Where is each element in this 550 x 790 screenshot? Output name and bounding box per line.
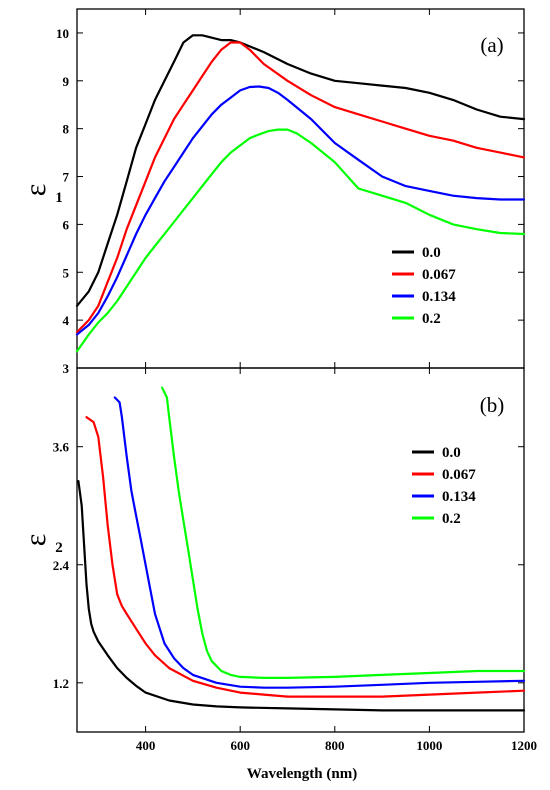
series-line — [161, 386, 526, 679]
series-line — [75, 34, 526, 307]
panel-b: 1.2 2.4 3.6 400 600 800 1000 1200 0.0 0.067 0.134 0… — [19, 367, 537, 753]
legend-label: 0.0 — [442, 445, 461, 461]
panel-label: (b) — [480, 393, 505, 417]
y-tick-label: 7 — [63, 170, 70, 185]
y-tick-label: 3.6 — [53, 440, 70, 455]
y-tick-label: 3 — [63, 361, 70, 376]
series-line — [85, 416, 526, 698]
y-axis-symbol: ε — [19, 534, 52, 547]
series-line — [75, 85, 526, 336]
y-tick-label: 5 — [63, 265, 70, 280]
x-tick-label: 1200 — [511, 738, 537, 753]
y-axis-symbol: ε — [19, 184, 52, 197]
x-tick-label: 800 — [325, 738, 345, 753]
plot-frame — [76, 367, 525, 733]
y-tick-label: 1.2 — [53, 676, 69, 691]
panel-a: 3 4 5 6 7 8 9 10 0.0 0.067 0.134 0.2 (a) ε 1 — [19, 8, 526, 376]
x-axis-title: Wavelength (nm) — [247, 766, 357, 782]
legend-label: 0.134 — [442, 489, 476, 505]
plot-frame — [76, 8, 525, 369]
y-tick-label: 6 — [63, 217, 70, 232]
y-tick-label: 8 — [63, 122, 70, 137]
x-tick-label: 1000 — [416, 738, 442, 753]
x-tick-label: 600 — [230, 738, 250, 753]
legend-label: 0.067 — [442, 467, 476, 483]
y-tick-label: 9 — [63, 74, 70, 89]
panel-label: (a) — [480, 33, 503, 57]
series-line — [75, 128, 526, 353]
y-tick-label: 4 — [63, 313, 70, 328]
legend-label: 0.134 — [422, 289, 456, 305]
y-axis-subscript: 1 — [55, 190, 63, 206]
series-line — [113, 396, 526, 689]
legend-label: 0.0 — [422, 245, 441, 261]
y-tick-label: 2.4 — [53, 558, 70, 573]
series-line — [77, 480, 526, 712]
y-tick-label: 10 — [56, 26, 69, 41]
legend-label: 0.2 — [442, 511, 461, 527]
series-line — [75, 41, 526, 334]
y-axis-subscript: 2 — [55, 540, 63, 556]
legend-label: 0.067 — [422, 267, 456, 283]
legend-label: 0.2 — [422, 311, 441, 327]
x-tick-label: 400 — [136, 738, 156, 753]
